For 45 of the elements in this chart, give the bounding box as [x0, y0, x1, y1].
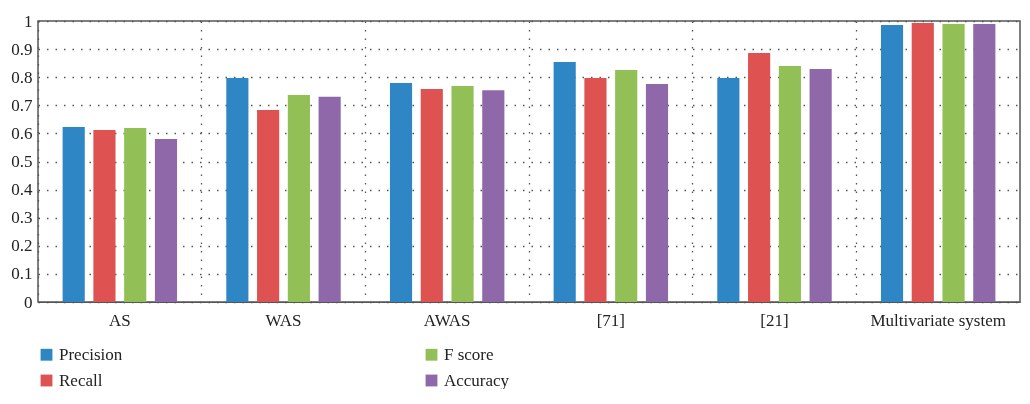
- bar: [482, 90, 505, 302]
- y-tick-label: 0.3: [11, 208, 33, 228]
- x-tick-label: Multivariate system: [870, 310, 1006, 330]
- y-tick-label: 0.8: [11, 67, 33, 87]
- y-tick-label: 0.7: [11, 95, 33, 115]
- bar: [748, 53, 771, 302]
- y-tick-label: 0.2: [11, 236, 33, 256]
- y-tick-label: 0.5: [11, 152, 33, 171]
- bar: [880, 24, 904, 302]
- x-tick-label: WAS: [265, 310, 302, 330]
- bar: [62, 126, 85, 302]
- y-tick-label: 1: [24, 11, 33, 31]
- bar: [645, 83, 669, 302]
- bar: [942, 24, 965, 302]
- bar: [911, 22, 934, 302]
- bar: [717, 78, 740, 302]
- bar: [287, 94, 310, 302]
- x-tick-label: AWAS: [423, 310, 471, 330]
- bar: [615, 69, 638, 302]
- bar: [389, 83, 413, 302]
- bar: [318, 96, 341, 302]
- bar: [973, 24, 996, 302]
- y-tick-label: 0.9: [11, 39, 33, 59]
- y-tick-label: 0.1: [11, 264, 33, 284]
- bar: [420, 89, 443, 302]
- bar: [226, 78, 249, 302]
- y-tick-label: 0: [24, 292, 33, 312]
- bar: [584, 78, 607, 302]
- bar: [154, 139, 178, 302]
- bar: [809, 69, 832, 302]
- bar: [451, 85, 474, 302]
- bar: [93, 130, 116, 302]
- bar: [257, 110, 280, 302]
- bar: [553, 62, 576, 302]
- legend-label: F score: [444, 344, 494, 364]
- x-tick-label: [21]: [760, 310, 789, 330]
- legend-label: Recall: [59, 370, 103, 390]
- bar: [124, 128, 147, 302]
- x-tick-label: [71]: [596, 310, 625, 330]
- x-tick-label: AS: [108, 310, 131, 330]
- legend-label: Precision: [59, 344, 123, 364]
- y-tick-label: 0.6: [11, 123, 33, 143]
- y-tick-label: 0.4: [11, 180, 33, 200]
- bar: [778, 65, 801, 302]
- legend-label: Accuracy: [444, 370, 510, 390]
